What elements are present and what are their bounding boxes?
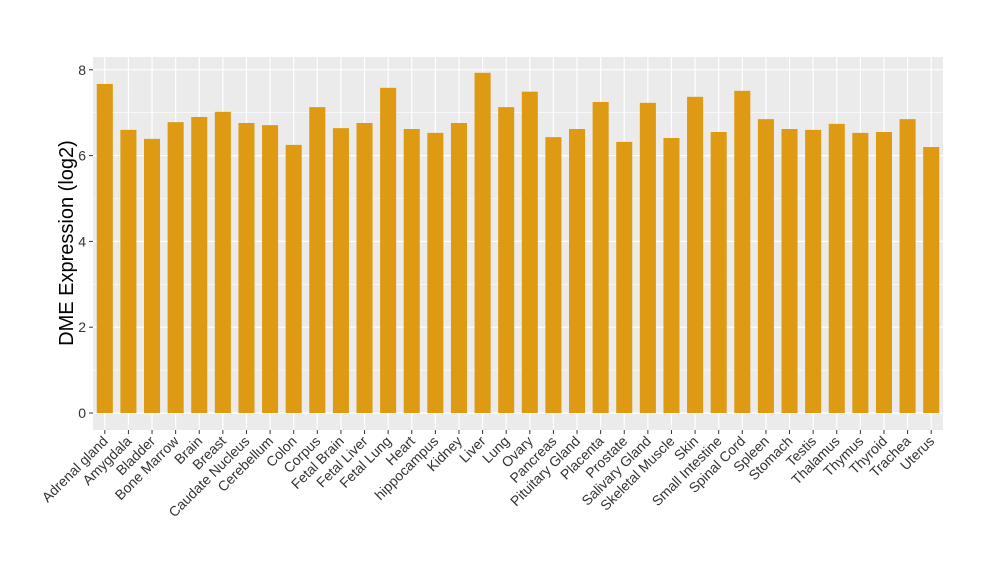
- bar-thymus: [852, 132, 869, 413]
- y-tick-label: 6: [78, 148, 86, 164]
- bar-fetal-brain: [332, 128, 349, 414]
- bar-thyroid: [875, 132, 892, 413]
- y-tick-label: 0: [78, 405, 86, 421]
- bar-salivary-gland: [639, 102, 656, 413]
- bars: [96, 72, 940, 414]
- bar-placenta: [592, 101, 609, 413]
- bar-lung: [498, 107, 515, 414]
- bar-pituitary-gland: [569, 129, 586, 413]
- bar-kidney: [450, 122, 467, 413]
- bar-uterus: [923, 147, 940, 413]
- bar-spleen: [757, 119, 774, 413]
- y-tick-label: 2: [78, 319, 86, 335]
- bar-liver: [474, 72, 491, 413]
- bar-testis: [805, 129, 822, 414]
- y-axis-label: DME Expression (log2): [56, 140, 78, 346]
- bar-corpus: [309, 107, 326, 414]
- bar-fetal-liver: [356, 122, 373, 413]
- bar-small-intestine: [710, 132, 727, 413]
- bar-pancreas: [545, 137, 562, 413]
- bar-hippocampus: [427, 132, 444, 413]
- y-tick-label: 8: [78, 62, 86, 78]
- plot-panel: [93, 57, 943, 430]
- bar-skeletal-muscle: [663, 138, 680, 414]
- bar-stomach: [781, 129, 798, 413]
- y-tick-label: 4: [78, 233, 86, 249]
- bar-bladder: [144, 138, 161, 413]
- bar-prostate: [616, 141, 633, 413]
- bar-trachea: [899, 119, 916, 413]
- bar-cerebellum: [262, 125, 279, 414]
- bar-heart: [403, 129, 420, 413]
- bar-skin: [687, 96, 704, 414]
- bar-brain: [191, 116, 208, 414]
- bar-colon: [285, 144, 302, 413]
- bar-ovary: [521, 91, 538, 413]
- bar-caudate-nucleus: [238, 122, 255, 413]
- y-axis: 0 2 4 6 8: [78, 62, 93, 421]
- bar-spinal-cord: [734, 90, 751, 414]
- bar-bone-marrow: [167, 122, 184, 413]
- bar-thalamus: [828, 123, 845, 413]
- bar-fetal-lung: [380, 87, 397, 414]
- bar-adrenal-gland: [96, 83, 113, 413]
- bar-breast: [214, 111, 231, 413]
- bar-amygdala: [120, 129, 137, 414]
